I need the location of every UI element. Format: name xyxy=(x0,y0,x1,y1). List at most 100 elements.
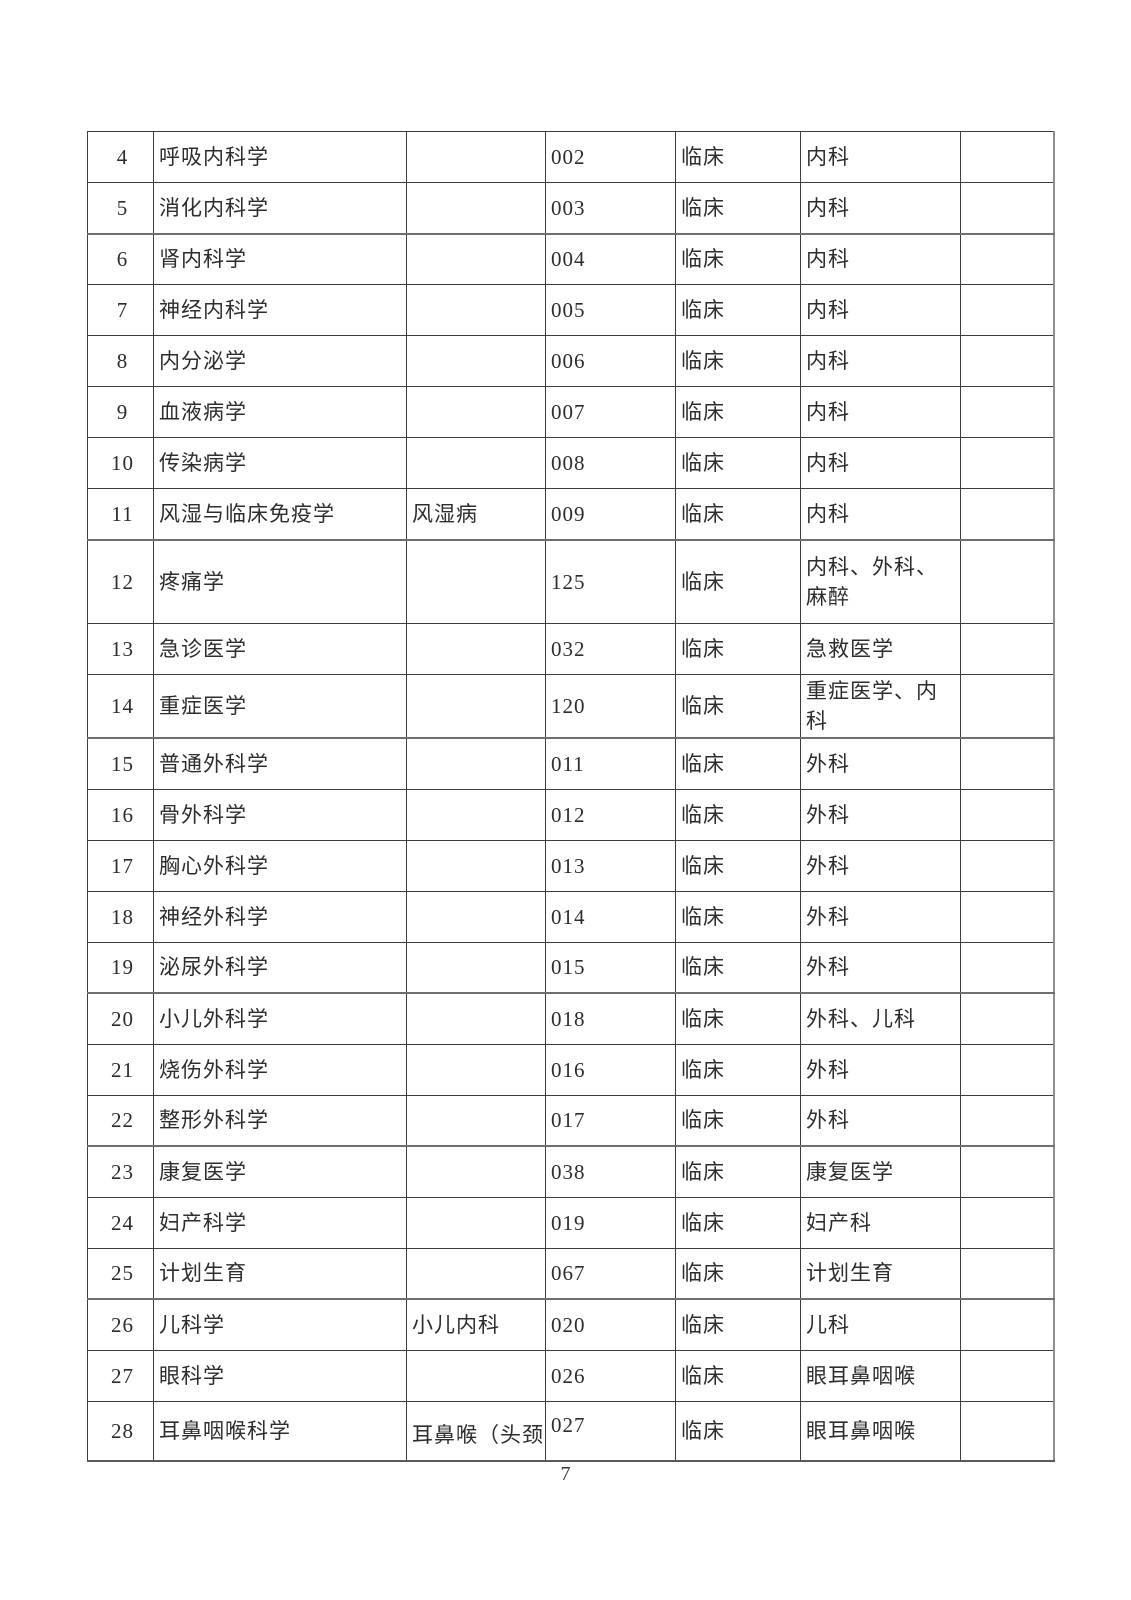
cell-note xyxy=(960,674,1054,739)
table-row: 7 神经内科学 005 临床 内科 xyxy=(87,284,1054,336)
cell-row-number: 26 xyxy=(87,1298,154,1351)
cell-specialty-code: 019 xyxy=(545,1196,676,1249)
cell-row-number: 20 xyxy=(87,992,154,1045)
cell-alternate-name xyxy=(406,1196,546,1249)
cell-specialty-name: 神经外科学 xyxy=(153,890,407,943)
cell-specialty-code: 014 xyxy=(545,890,676,943)
cell-note xyxy=(960,1298,1054,1351)
table-row: 20 小儿外科学 018 临床 外科、儿科 xyxy=(87,992,1054,1045)
cell-category: 临床 xyxy=(675,1196,801,1249)
cell-department: 外科 xyxy=(800,737,961,790)
cell-department: 外科 xyxy=(800,1094,961,1147)
cell-row-number: 21 xyxy=(87,1043,154,1096)
table-row: 16 骨外科学 012 临床 外科 xyxy=(87,788,1054,841)
cell-specialty-name: 风湿与临床免疫学 xyxy=(153,488,407,540)
cell-category: 临床 xyxy=(675,890,801,943)
cell-category: 临床 xyxy=(675,182,801,234)
cell-specialty-code: 020 xyxy=(545,1298,676,1351)
cell-specialty-name: 重症医学 xyxy=(153,674,407,739)
cell-specialty-code: 013 xyxy=(545,839,676,892)
cell-department: 外科、儿科 xyxy=(800,992,961,1045)
cell-category: 临床 xyxy=(675,232,801,285)
cell-specialty-code: 009 xyxy=(545,488,676,540)
cell-category: 临床 xyxy=(675,992,801,1045)
cell-specialty-name: 胸心外科学 xyxy=(153,839,407,892)
cell-category: 临床 xyxy=(675,1349,801,1402)
cell-note xyxy=(960,1196,1054,1249)
cell-specialty-name: 疼痛学 xyxy=(153,538,407,624)
cell-row-number: 28 xyxy=(87,1400,154,1462)
cell-category: 临床 xyxy=(675,941,801,994)
cell-note xyxy=(960,335,1054,387)
cell-specialty-name: 骨外科学 xyxy=(153,788,407,841)
cell-specialty-name: 耳鼻咽喉科学 xyxy=(153,1400,407,1462)
cell-alternate-name xyxy=(406,437,546,489)
cell-specialty-code: 016 xyxy=(545,1043,676,1096)
cell-specialty-code: 005 xyxy=(545,284,676,336)
table-row: 24 妇产科学 019 临床 妇产科 xyxy=(87,1196,1054,1249)
cell-specialty-code: 003 xyxy=(545,182,676,234)
cell-specialty-name: 计划生育 xyxy=(153,1247,407,1300)
cell-alternate-name xyxy=(406,623,546,675)
cell-row-number: 19 xyxy=(87,941,154,994)
cell-row-number: 23 xyxy=(87,1145,154,1198)
cell-category: 临床 xyxy=(675,284,801,336)
cell-category: 临床 xyxy=(675,1043,801,1096)
cell-note xyxy=(960,1349,1054,1402)
cell-specialty-name: 整形外科学 xyxy=(153,1094,407,1147)
cell-row-number: 22 xyxy=(87,1094,154,1147)
cell-specialty-code: 011 xyxy=(545,737,676,790)
cell-specialty-name: 消化内科学 xyxy=(153,182,407,234)
cell-category: 临床 xyxy=(675,737,801,790)
cell-specialty-name: 肾内科学 xyxy=(153,232,407,285)
cell-alternate-name: 风湿病 xyxy=(406,488,546,540)
cell-alternate-name xyxy=(406,890,546,943)
cell-category: 临床 xyxy=(675,674,801,739)
cell-row-number: 13 xyxy=(87,623,154,675)
cell-specialty-name: 烧伤外科学 xyxy=(153,1043,407,1096)
specialty-table: 4 呼吸内科学 002 临床 内科 5 消化内科学 003 临床 内科 6 肾内科学 004 临床 内科 7 神… xyxy=(87,131,1055,1462)
cell-alternate-name xyxy=(406,1094,546,1147)
table-row: 11 风湿与临床免疫学 风湿病 009 临床 内科 xyxy=(87,488,1054,540)
cell-specialty-code: 008 xyxy=(545,437,676,489)
cell-specialty-code: 007 xyxy=(545,386,676,438)
page-number: 7 xyxy=(560,1463,571,1485)
cell-category: 临床 xyxy=(675,1400,801,1462)
cell-department: 计划生育 xyxy=(800,1247,961,1300)
cell-department: 内科 xyxy=(800,437,961,489)
cell-alternate-name xyxy=(406,182,546,234)
cell-specialty-name: 血液病学 xyxy=(153,386,407,438)
cell-specialty-code: 015 xyxy=(545,941,676,994)
cell-alternate-name xyxy=(406,1247,546,1300)
cell-category: 临床 xyxy=(675,488,801,540)
table-row: 6 肾内科学 004 临床 内科 xyxy=(87,232,1054,285)
cell-alternate-name xyxy=(406,737,546,790)
cell-department: 外科 xyxy=(800,788,961,841)
cell-department: 内科 xyxy=(800,232,961,285)
cell-row-number: 24 xyxy=(87,1196,154,1249)
cell-alternate-name xyxy=(406,1349,546,1402)
cell-specialty-code: 026 xyxy=(545,1349,676,1402)
cell-row-number: 14 xyxy=(87,674,154,739)
cell-category: 临床 xyxy=(675,386,801,438)
cell-alternate-name xyxy=(406,1145,546,1198)
table-row: 15 普通外科学 011 临床 外科 xyxy=(87,737,1054,790)
table-row: 4 呼吸内科学 002 临床 内科 xyxy=(87,131,1054,183)
table-row: 21 烧伤外科学 016 临床 外科 xyxy=(87,1043,1054,1096)
cell-specialty-code: 032 xyxy=(545,623,676,675)
cell-note xyxy=(960,1043,1054,1096)
cell-department: 眼耳鼻咽喉 xyxy=(800,1349,961,1402)
cell-category: 临床 xyxy=(675,538,801,624)
cell-note xyxy=(960,1145,1054,1198)
cell-specialty-code: 004 xyxy=(545,232,676,285)
cell-department: 外科 xyxy=(800,941,961,994)
cell-specialty-code: 067 xyxy=(545,1247,676,1300)
table-row: 14 重症医学 120 临床 重症医学、内科 xyxy=(87,674,1054,739)
table-row: 18 神经外科学 014 临床 外科 xyxy=(87,890,1054,943)
cell-alternate-name: 耳鼻喉（头颈 xyxy=(406,1400,546,1462)
cell-department: 外科 xyxy=(800,1043,961,1096)
cell-row-number: 15 xyxy=(87,737,154,790)
table-row: 17 胸心外科学 013 临床 外科 xyxy=(87,839,1054,892)
cell-alternate-name xyxy=(406,538,546,624)
